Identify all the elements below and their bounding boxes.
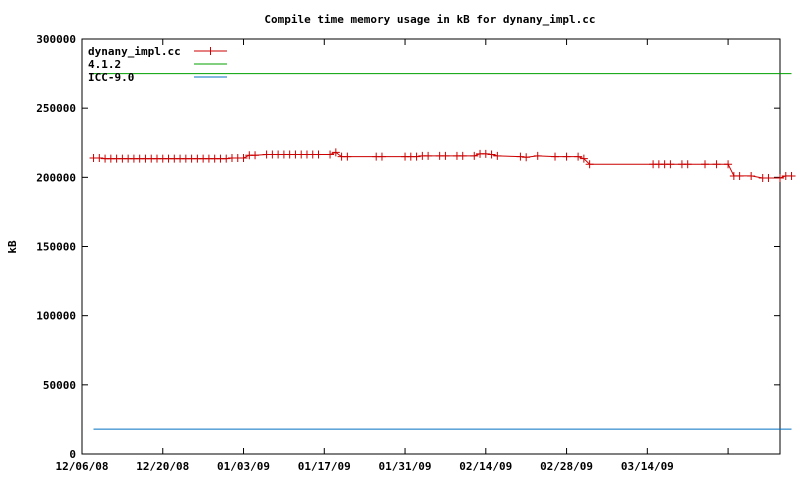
x-axis: 12/06/08 12/20/08 01/03/09 01/17/09 01/31/09…: [56, 39, 729, 473]
data-point: [787, 171, 796, 180]
data-point: [683, 160, 692, 169]
data-point: [314, 150, 323, 159]
data-point: [470, 151, 479, 160]
data-point: [551, 152, 560, 161]
data-point: [493, 151, 502, 160]
data-point: [747, 171, 756, 180]
x-tick-label: 01/03/09: [217, 460, 270, 473]
data-point: [712, 160, 721, 169]
data-point: [666, 160, 675, 169]
legend-label: 4.1.2: [88, 58, 121, 71]
data-point: [424, 151, 433, 160]
x-tick-label: 01/31/09: [379, 460, 432, 473]
data-point: [522, 153, 531, 162]
legend-label: dynany_impl.cc: [88, 45, 181, 58]
data-point: [516, 152, 525, 161]
y-axis-label: kB: [6, 240, 19, 254]
y-tick-label: 200000: [36, 171, 76, 184]
data-point: [764, 174, 773, 183]
x-tick-label: 01/17/09: [298, 460, 351, 473]
x-tick-label: 12/20/08: [136, 460, 189, 473]
data-point: [412, 152, 421, 161]
data-point: [331, 148, 340, 157]
x-tick-label: 02/14/09: [459, 460, 512, 473]
data-point: [724, 160, 733, 169]
data-point: [441, 151, 450, 160]
data-point: [458, 151, 467, 160]
data-point: [377, 152, 386, 161]
data-point: [562, 152, 571, 161]
data-point: [701, 160, 710, 169]
y-tick-label: 150000: [36, 241, 76, 254]
data-point: [776, 174, 784, 183]
data-point: [574, 152, 583, 161]
data-point: [251, 151, 260, 160]
data-point: [487, 150, 496, 159]
legend-label: ICC-9.0: [88, 71, 134, 84]
series-0: [89, 148, 796, 183]
x-tick-label: 03/14/09: [621, 460, 674, 473]
data-point: [735, 171, 744, 180]
data-point: [579, 154, 588, 163]
data-point: [222, 154, 231, 163]
data-point: [326, 150, 335, 159]
legend-marker: [206, 47, 215, 55]
chart-title: Compile time memory usage in kB for dyna…: [264, 13, 595, 26]
data-point: [585, 160, 594, 169]
y-tick-label: 50000: [43, 379, 76, 392]
data-point: [533, 151, 542, 160]
data-point: [239, 153, 248, 162]
y-axis: 0 50000 100000 150000 200000 250000 300000: [36, 33, 780, 461]
y-tick-label: 0: [69, 448, 76, 461]
data-point: [343, 152, 352, 161]
x-tick-label: 12/06/08: [56, 460, 109, 473]
y-tick-label: 100000: [36, 310, 76, 323]
y-tick-label: 300000: [36, 33, 76, 46]
series-layer: [89, 73, 796, 430]
y-tick-label: 250000: [36, 102, 76, 115]
x-tick-label: 02/28/09: [540, 460, 593, 473]
data-point: [95, 153, 104, 162]
plot-frame: [81, 38, 781, 455]
data-point: [481, 149, 490, 158]
